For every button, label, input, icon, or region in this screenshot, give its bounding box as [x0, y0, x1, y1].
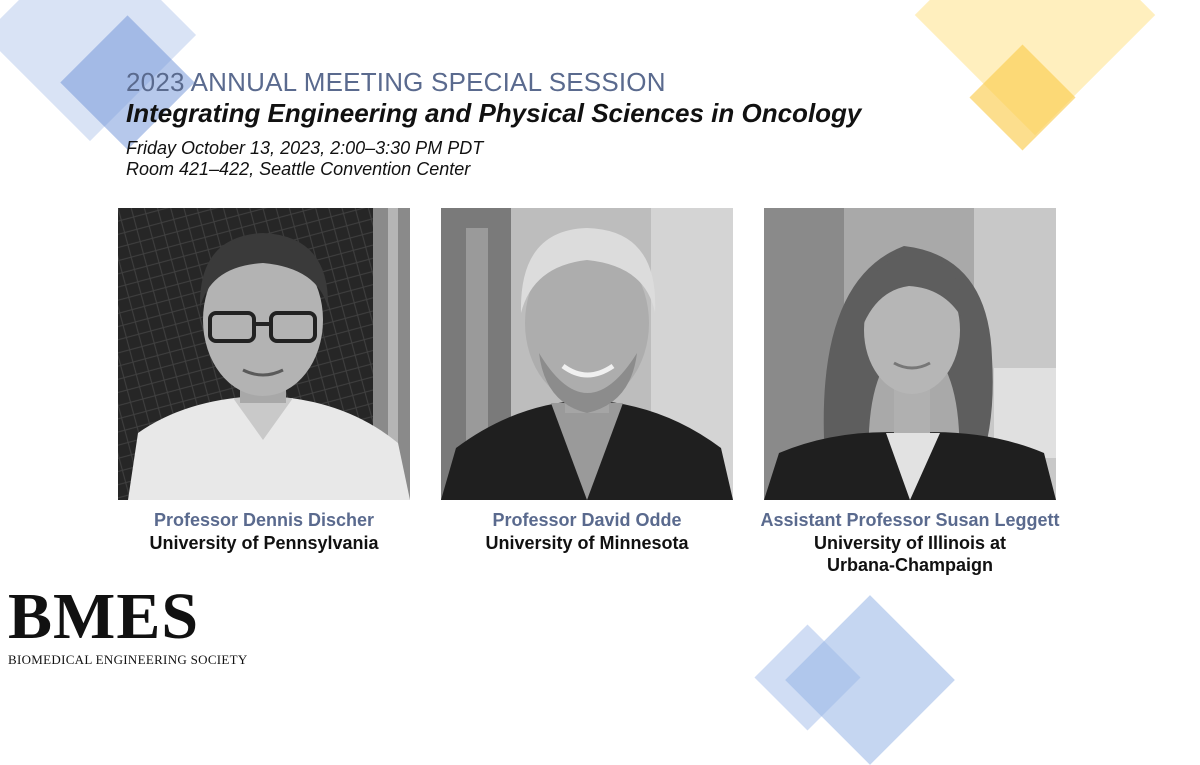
session-datetime: Friday October 13, 2023, 2:00–3:30 PM PD…	[126, 138, 484, 158]
speaker-affiliation: University of Minnesota	[485, 533, 689, 553]
decor-diamond-blue	[785, 595, 955, 765]
speaker-card-1: Professor Dennis Discher University of P…	[118, 208, 418, 553]
bmes-logo: BMES BIOMEDICAL ENGINEERING SOCIETY	[8, 580, 248, 668]
speaker-photo	[764, 208, 1056, 500]
speaker-card-3: Assistant Professor Susan Leggett Univer…	[760, 208, 1064, 575]
logo-name: BIOMEDICAL ENGINEERING SOCIETY	[8, 652, 248, 667]
session-title: 2023 ANNUAL MEETING SPECIAL SESSION	[126, 67, 666, 97]
logo-mark: BMES	[8, 580, 200, 653]
session-info: Friday October 13, 2023, 2:00–3:30 PM PD…	[126, 138, 861, 180]
speaker-photo	[441, 208, 733, 500]
speaker-name: Professor Dennis Discher	[153, 510, 375, 530]
speaker-photo	[118, 208, 410, 500]
session-subtitle: Integrating Engineering and Physical Sci…	[126, 98, 862, 128]
speaker-name: Assistant Professor Susan Leggett	[760, 510, 1060, 530]
speaker-affiliation: University of Illinois at Urbana-Champai…	[813, 533, 1007, 575]
speaker-affiliation: University of Pennsylvania	[149, 533, 379, 553]
speaker-card-2: Professor David Odde University of Minne…	[441, 208, 741, 553]
speaker-name: Professor David Odde	[492, 510, 682, 530]
session-location: Room 421–422, Seattle Convention Center	[126, 159, 471, 179]
session-header: 2023 ANNUAL MEETING SPECIAL SESSION Inte…	[126, 66, 861, 180]
